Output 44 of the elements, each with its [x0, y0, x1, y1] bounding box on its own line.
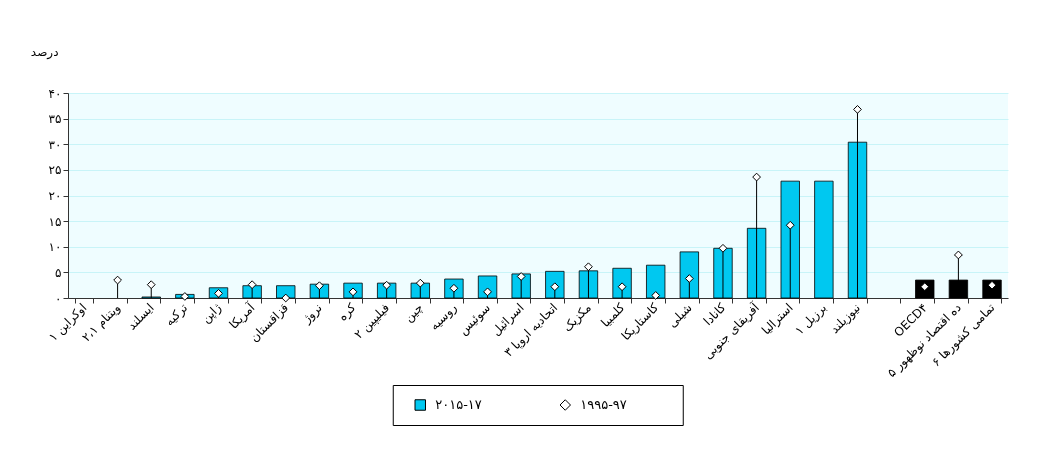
- x-tick-label: ژاپن: [198, 300, 225, 327]
- point: [113, 275, 122, 285]
- y-tick-label: ۳۰: [48, 137, 62, 152]
- point: [752, 172, 761, 182]
- x-tick-label: ایسلند: [124, 300, 157, 333]
- y-tick-label: ۲۰: [48, 189, 62, 203]
- point: [954, 250, 963, 260]
- x-tick-label: مکزیک: [560, 300, 595, 336]
- bar: [814, 180, 834, 299]
- bar: [612, 267, 632, 299]
- bar: [646, 264, 666, 299]
- bar: [679, 251, 699, 299]
- point: [180, 292, 190, 301]
- point: [651, 291, 661, 300]
- x-tick-label: کانادا: [700, 300, 729, 329]
- y-tick-label: ۴۰: [48, 86, 62, 101]
- bar: [780, 180, 800, 299]
- y-axis-title: درصد: [30, 44, 59, 60]
- y-tick-label: ۵: [55, 265, 62, 280]
- point: [415, 278, 425, 288]
- x-tick-label: چین: [401, 300, 427, 326]
- legend-label: ۱۹۹۵-۹۷: [580, 397, 627, 412]
- point: [584, 262, 593, 272]
- legend-label: ۲۰۱۵-۱۷: [435, 397, 482, 412]
- y-tick-label: ۲۵: [48, 163, 62, 178]
- point: [247, 280, 257, 290]
- point: [718, 243, 728, 253]
- bar: [545, 270, 565, 299]
- y-tick-label: ۱۰: [48, 240, 62, 255]
- x-tick-label: کره: [335, 300, 360, 325]
- y-tick-label: ۱۵: [48, 214, 62, 229]
- point: [146, 280, 156, 290]
- y-tick-label: ۰: [55, 291, 62, 306]
- x-tick-label: شیلی: [665, 300, 695, 331]
- point: [382, 280, 392, 290]
- x-tick-label: ترکیه: [162, 300, 192, 330]
- point: [853, 105, 862, 114]
- point: [785, 220, 795, 230]
- y-tick-label: ۳۵: [48, 112, 62, 127]
- x-tick-label: نروژ: [298, 300, 326, 328]
- x-tick-label: روسیه: [427, 300, 461, 334]
- point: [516, 272, 526, 281]
- point: [684, 274, 694, 283]
- point: [281, 293, 291, 303]
